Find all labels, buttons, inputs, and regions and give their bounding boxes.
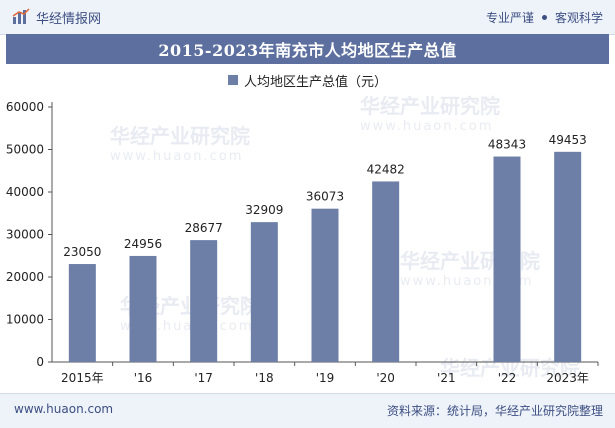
x-tick-label: '18 <box>255 371 274 385</box>
footer-source: 资料来源：统计局，华经产业研究院整理 <box>386 404 603 418</box>
bar <box>372 181 400 362</box>
legend-label: 人均地区生产总值（元） <box>243 74 387 90</box>
y-tick-label: 50000 <box>6 143 44 157</box>
data-label: 49453 <box>549 133 587 147</box>
y-tick-label: 40000 <box>6 185 44 199</box>
brand: 华经情报网 <box>12 8 102 27</box>
y-tick-label: 30000 <box>6 228 44 242</box>
title-bar: 2015-2023年南充市人均地区生产总值 <box>6 34 609 64</box>
bar <box>493 156 521 362</box>
data-label: 48343 <box>488 138 526 152</box>
bar <box>129 255 157 362</box>
bar <box>311 208 339 362</box>
data-label: 28677 <box>185 221 223 235</box>
data-label: 23050 <box>63 245 101 259</box>
bar-chart: 0 10000 20000 30000 40000 50000 60000 23050 2015… <box>6 100 599 385</box>
x-tick-label: '16 <box>134 371 153 385</box>
separator-dot-icon <box>541 14 547 20</box>
y-tick-label: 20000 <box>6 270 44 284</box>
footer: www.huaon.com 资料来源：统计局，华经产业研究院整理 <box>0 393 615 428</box>
x-tick-label: '21 <box>437 371 456 385</box>
chart-title: 2015-2023年南充市人均地区生产总值 <box>158 41 457 60</box>
data-label: 36073 <box>306 190 344 204</box>
y-tick-label: 10000 <box>6 313 44 327</box>
x-tick-label: 2015年 <box>61 371 104 385</box>
chart-legend: 人均地区生产总值（元） <box>0 70 615 90</box>
y-tick-label: 60000 <box>6 100 44 114</box>
legend-swatch <box>227 75 238 85</box>
brand-name: 华经情报网 <box>36 11 102 27</box>
slogan: 专业严谨 客观科学 <box>486 8 603 26</box>
slogan-left: 专业严谨 <box>485 10 534 25</box>
data-label: 32909 <box>245 203 283 217</box>
y-tick-label: 0 <box>36 355 44 369</box>
x-tick-label: '20 <box>376 371 395 385</box>
footer-website[interactable]: www.huaon.com <box>14 402 114 416</box>
bar <box>68 264 96 362</box>
data-label: 24956 <box>124 237 162 251</box>
bar <box>250 222 278 362</box>
x-tick-label: '19 <box>316 371 335 385</box>
x-tick-label: '22 <box>498 371 517 385</box>
data-label: 42482 <box>367 162 405 176</box>
x-tick-label: 2023年 <box>546 371 589 385</box>
slogan-right: 客观科学 <box>554 10 603 25</box>
bar <box>554 151 582 362</box>
brand-logo-icon <box>12 8 30 24</box>
bar <box>190 240 218 362</box>
x-tick-label: '17 <box>194 371 213 385</box>
